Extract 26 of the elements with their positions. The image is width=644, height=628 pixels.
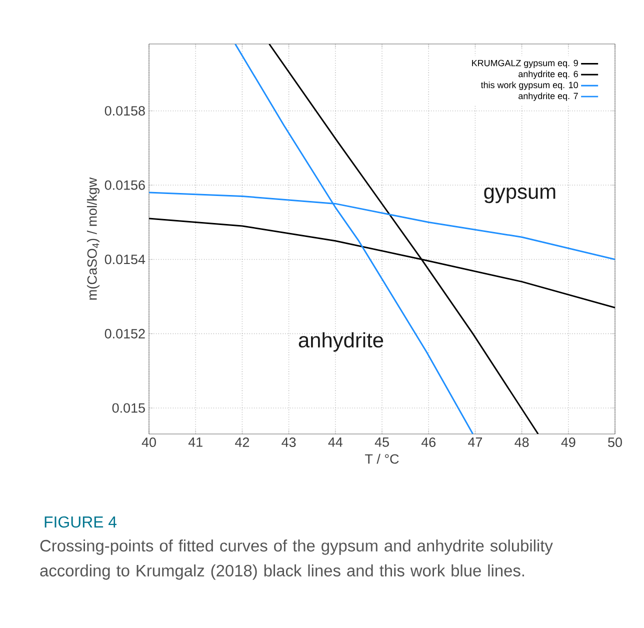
caption: FIGURE 4 [44, 516, 117, 528]
legend-label: anhydrite eq. 7 [518, 92, 578, 101]
x-tick-label: 45 [374, 438, 389, 447]
annotation: anhydrite [298, 332, 384, 352]
x-tick-label: 41 [188, 438, 202, 447]
x-tick-label: 49 [561, 438, 576, 448]
y-tick-label: 0.0152 [104, 328, 145, 338]
text: Crossing-points of fitted curves of the gypsum and anhydrite solubility according to Krumgalz (2018) black lines and this work blue lines. [40, 540, 553, 580]
legend-label: this work gypsum eq. 10 [480, 82, 578, 90]
x-tick-label: 42 [235, 438, 250, 447]
legend-label: anhydrite eq. 6 [518, 70, 578, 79]
y-tick-label: 0.0156 [104, 180, 145, 190]
y-axis-title: m(CaSO$_{4}$) / mol/kgw [86, 177, 100, 300]
y-tick-label: 0.0154 [104, 254, 146, 264]
x-tick-label: 44 [328, 438, 342, 447]
x-tick-label: 43 [282, 438, 296, 448]
y-tick-label: 0.015 [112, 403, 145, 413]
x-axis-title: T / °C [365, 454, 399, 464]
x-tick-label: 48 [514, 438, 529, 448]
legend-label: KRUMGALZ gypsum eq. 9 [472, 60, 578, 68]
x-tick-label: 47 [468, 438, 482, 447]
y-tick-label: 0.0158 [104, 106, 145, 116]
x-tick-label: 40 [142, 438, 156, 448]
x-tick-label: 46 [421, 438, 436, 448]
x-tick-label: 50 [608, 438, 622, 448]
annotation: gypsum [484, 188, 556, 204]
